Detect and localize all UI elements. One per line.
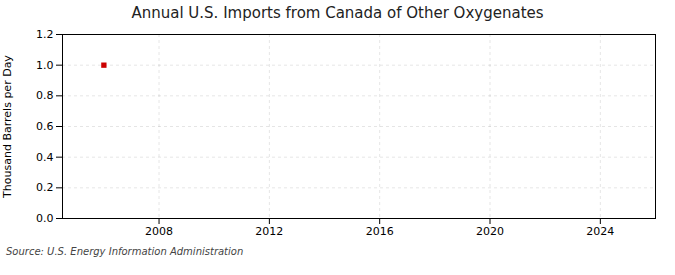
svg-text:0.2: 0.2 [36, 181, 54, 194]
svg-text:0.6: 0.6 [36, 120, 54, 133]
svg-text:0.0: 0.0 [36, 212, 54, 225]
svg-text:0.8: 0.8 [36, 89, 54, 102]
svg-text:2008: 2008 [145, 225, 173, 238]
svg-text:2020: 2020 [476, 225, 504, 238]
html-text:Source: U.S. Energy Informatio: Source: U.S. Energy Information Administ… [6, 246, 244, 257]
svg-text:2024: 2024 [586, 225, 614, 238]
svg-text:Thousand Barrels per Day: Thousand Barrels per Day [1, 55, 14, 199]
html-text:Annual U.S. Imports from Canad: Annual U.S. Imports from Canada of Other… [131, 4, 544, 22]
svg-text:1.2: 1.2 [36, 28, 54, 41]
svg-text:1.0: 1.0 [36, 59, 54, 72]
svg-text:0.4: 0.4 [36, 151, 54, 164]
svg-text:2012: 2012 [255, 225, 283, 238]
svg-text:2016: 2016 [366, 225, 394, 238]
